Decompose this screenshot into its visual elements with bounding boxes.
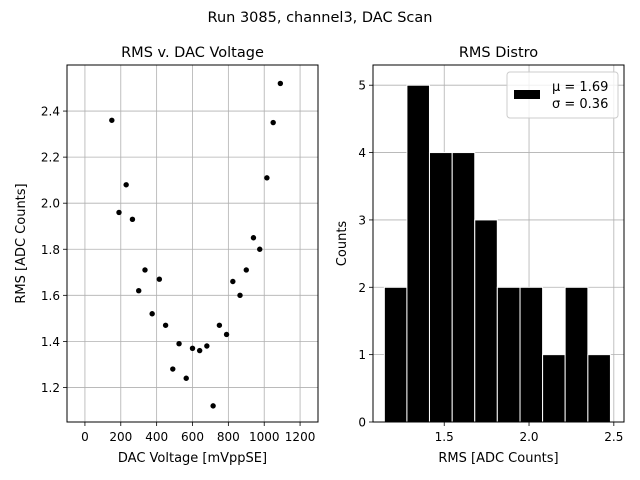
histogram-title: RMS Distro	[459, 45, 538, 61]
x-tick-label: 400	[145, 430, 168, 444]
scatter-point	[196, 347, 203, 354]
legend-mu-label: μ = 1.69	[552, 80, 608, 95]
histogram-bar	[564, 286, 589, 423]
scatter-point	[264, 175, 270, 181]
x-tick-label: 1000	[249, 430, 280, 444]
y-tick-label: 1.8	[41, 243, 60, 257]
scatter-point	[204, 343, 210, 349]
x-tick-label: 1.5	[435, 430, 454, 444]
histogram-bar	[587, 354, 611, 423]
scatter-point	[149, 311, 155, 317]
scatter-point	[162, 322, 169, 328]
y-tick-label: 2	[358, 281, 366, 295]
histogram-bar	[383, 286, 408, 423]
y-tick-label: 1	[358, 348, 366, 362]
scatter-axes: RMS v. DAC Voltage 0 200 400 600 800 1000 1200…	[14, 45, 319, 466]
scatter-point	[176, 340, 182, 347]
figure-suptitle: Run 3085, channel3, DAC Scan	[208, 10, 433, 26]
histogram-frame	[372, 64, 625, 423]
y-tick-label: 2.4	[41, 105, 60, 119]
histogram-bar	[428, 152, 453, 423]
scatter-xlabel: DAC Voltage [mVppSE]	[118, 451, 267, 466]
scatter-point	[210, 403, 216, 409]
scatter-point	[216, 322, 223, 328]
scatter-ylabel: RMS [ADC Counts]	[14, 183, 29, 303]
scatter-points	[109, 80, 284, 409]
scatter-point	[142, 267, 148, 273]
y-tick-label: 5	[358, 79, 366, 93]
scatter-point	[189, 345, 196, 351]
legend-swatch	[514, 90, 540, 99]
histogram-bar	[496, 286, 521, 423]
legend-sigma-label: σ = 0.36	[552, 97, 608, 112]
histogram-ylabel: Counts	[335, 221, 350, 267]
histogram-xlabel: RMS [ADC Counts]	[438, 451, 558, 466]
scatter-ticks: 0 200 400 600 800 1000 1200 1.2 1.4 1.6 1.8 2.0 2.2 2…	[41, 105, 315, 444]
scatter-point	[270, 119, 276, 126]
y-tick-label: 1.4	[41, 335, 60, 349]
x-tick-label: 2.0	[519, 430, 538, 444]
scatter-point	[123, 182, 129, 188]
scatter-point	[230, 278, 236, 285]
y-tick-label: 2.2	[41, 151, 60, 165]
scatter-grid	[67, 65, 318, 422]
x-tick-label: 600	[181, 430, 204, 444]
scatter-point	[109, 117, 115, 123]
scatter-point	[116, 209, 122, 216]
scatter-point	[156, 276, 163, 282]
legend-box	[506, 71, 619, 119]
histogram-ticks: 1.5 2.0 2.5 0 1 2 3 4 5	[358, 79, 623, 444]
x-tick-label: 800	[217, 430, 240, 444]
x-tick-label: 200	[109, 430, 132, 444]
x-tick-label: 0	[81, 430, 89, 444]
scatter-point	[183, 375, 189, 381]
scatter-title: RMS v. DAC Voltage	[121, 45, 264, 61]
scatter-point	[237, 292, 243, 299]
scatter-point	[170, 366, 176, 372]
x-tick-label: 2.5	[604, 430, 623, 444]
histogram-bar	[451, 152, 476, 423]
y-tick-label: 0	[358, 416, 366, 430]
scatter-point	[257, 246, 263, 252]
scatter-point	[223, 331, 230, 338]
y-tick-label: 3	[358, 213, 366, 227]
x-tick-label: 1200	[285, 430, 316, 444]
histogram-bar	[474, 219, 498, 423]
y-tick-label: 1.6	[41, 289, 60, 303]
scatter-point	[277, 80, 284, 87]
y-tick-label: 4	[358, 146, 366, 160]
histogram-bar	[519, 286, 544, 423]
histogram-legend: μ = 1.69 σ = 0.36	[506, 71, 619, 119]
y-tick-label: 2.0	[41, 197, 60, 211]
scatter-point	[250, 235, 257, 241]
scatter-point	[129, 216, 136, 223]
scatter-point	[243, 267, 249, 273]
scatter-point	[136, 288, 142, 294]
y-tick-label: 1.2	[41, 381, 60, 395]
histogram-bar	[542, 354, 566, 423]
histogram-axes: RMS Distro 1.5 2.0 2.5 0 1 2 3 4 5 RMS [ADC Coun…	[335, 45, 625, 466]
histogram-bar	[406, 84, 430, 423]
